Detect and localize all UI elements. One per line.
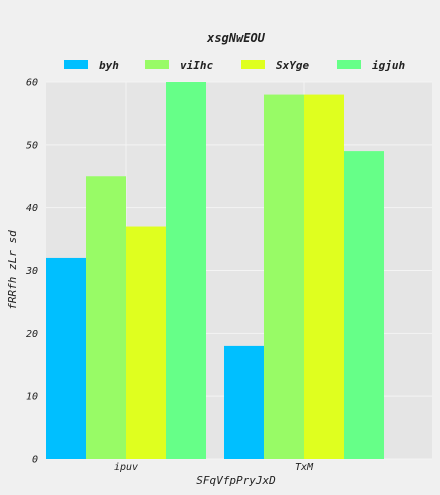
y-axis-ticks: 0 10 20 30 40 50 60 [25,78,38,466]
legend-swatch [337,60,361,69]
legend-label: igjuh [372,59,405,72]
y-tick-label: 30 [25,266,38,277]
bar-igjuh-TxM [344,151,384,459]
legend-swatch [241,60,265,69]
y-tick-label: 60 [26,78,38,89]
x-axis-ticks: ipuv TxM [114,462,314,473]
bar-viIhc-TxM [264,94,304,460]
bar-byh-ipuv [46,257,86,459]
legend-label: SxYge [276,59,309,72]
legend-swatch [64,60,88,69]
legend-item-byh: byh [64,59,119,72]
x-axis-label: SFqVfpPryJxD [196,474,276,487]
y-tick-label: 50 [26,140,38,151]
bar-igjuh-ipuv [166,82,206,459]
x-tick-label: ipuv [114,462,138,473]
bar-SxYge-ipuv [126,226,166,459]
x-tick-label: TxM [295,462,314,473]
legend-item-viIhc: viIhc [145,59,213,72]
legend-item-SxYge: SxYge [241,59,309,72]
legend-label: viIhc [180,59,213,72]
bar-SxYge-TxM [304,94,344,460]
legend-label: byh [99,59,119,72]
y-axis-label: fRRfh zLr sd [6,230,19,310]
bars [46,82,384,460]
chart-title: xsgNwEOU [206,31,266,45]
legend-item-igjuh: igjuh [337,59,405,72]
legend: byh viIhc SxYge igjuh [64,59,405,72]
bar-viIhc-ipuv [86,176,126,459]
y-tick-label: 20 [26,329,38,340]
legend-swatch [145,60,169,69]
y-tick-label: 10 [26,392,38,403]
bar-byh-TxM [224,345,264,459]
y-tick-label: 0 [32,455,38,466]
y-tick-label: 40 [26,203,38,214]
